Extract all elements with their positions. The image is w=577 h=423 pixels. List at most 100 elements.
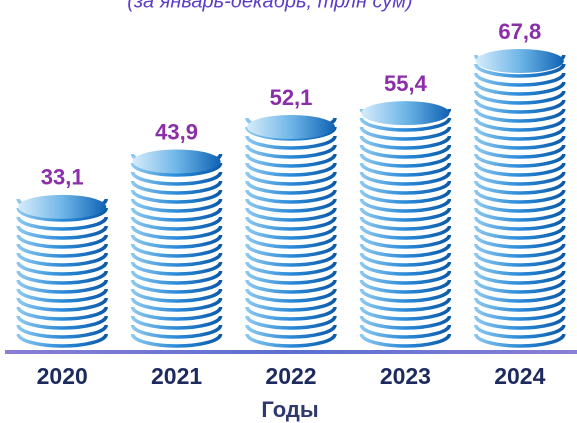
coin [474,99,566,114]
coin [16,324,108,339]
coin [359,315,452,330]
coin [130,288,223,303]
coin [474,198,566,213]
coin [245,279,337,294]
coin-top [361,101,450,126]
value-label: 67,8 [498,19,541,44]
subtitle: (за январь-декабрь, трлн сум) [127,0,412,12]
coin-stack [245,114,337,348]
coin [474,288,566,303]
coin-stack [130,149,223,348]
coin [474,243,566,258]
x-tick-label: 2022 [265,363,316,389]
coin [130,198,223,213]
coin [359,261,452,276]
coin-stack [474,49,566,348]
coin [359,252,452,267]
coin [359,243,452,258]
x-tick-label: 2020 [37,363,88,389]
coin [245,234,337,249]
coin [16,243,108,258]
coin [130,234,223,249]
coin [245,171,337,186]
coin [359,216,452,231]
x-axis [5,350,577,354]
coin [474,252,566,267]
x-axis-label: Годы [261,397,318,422]
coin [359,171,452,186]
coin [359,279,452,294]
coin [474,117,566,132]
coin [130,324,223,339]
coin [474,144,566,159]
coin [474,180,566,195]
coin [474,63,566,78]
coin [359,144,452,159]
coin [474,72,566,87]
coin [245,135,337,150]
coin [359,198,452,213]
coin [130,207,223,222]
coin [245,270,337,285]
coin [16,279,108,294]
coin [359,306,452,321]
coin [245,198,337,213]
coin [359,297,452,312]
coin [245,225,337,240]
value-label: 33,1 [41,165,84,190]
coin [359,189,452,204]
coin [474,261,566,276]
coin-top [18,194,107,219]
coin [359,225,452,240]
coin [245,189,337,204]
coin [130,189,223,204]
coin [359,333,452,348]
coin [245,261,337,276]
coin [474,306,566,321]
coin [474,324,566,339]
coin [474,207,566,222]
coin [474,189,566,204]
coin [245,153,337,168]
coin-top [247,114,335,139]
coin [474,297,566,312]
coin [130,252,223,267]
coin [16,216,108,231]
coin [245,144,337,159]
coin [245,207,337,222]
coin [16,306,108,321]
coin [474,90,566,105]
coin [359,180,452,195]
coin [245,216,337,231]
coin [245,333,337,348]
coin [245,324,337,339]
coin [130,279,223,294]
coin [130,243,223,258]
coin [245,288,337,303]
coin [474,216,566,231]
value-label: 55,4 [384,71,428,96]
coin [359,117,452,132]
coin-stack [16,194,108,348]
coin [474,162,566,177]
coin [474,225,566,240]
coin [16,270,108,285]
coin [130,180,223,195]
coin [359,270,452,285]
coin [359,126,452,141]
coin [16,252,108,267]
coin [474,315,566,330]
coin [16,297,108,312]
coin [130,315,223,330]
coin [130,261,223,276]
coin [130,171,223,186]
coin [130,216,223,231]
coin [16,288,108,303]
coin [474,279,566,294]
coin [359,162,452,177]
coin [474,108,566,123]
coin-top [132,149,221,174]
coin [474,270,566,285]
value-label: 43,9 [155,119,198,144]
